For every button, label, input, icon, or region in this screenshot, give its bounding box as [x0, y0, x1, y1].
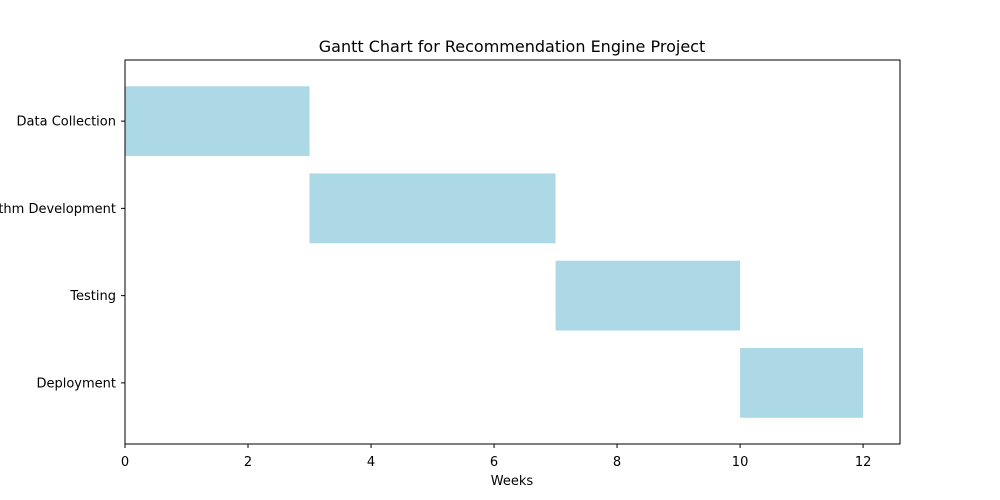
bar-data-collection: [125, 86, 310, 157]
x-axis-label: Weeks: [491, 474, 534, 489]
y-tick-label: Testing: [69, 289, 116, 304]
plot-frame: [124, 59, 901, 445]
x-axis: 0 2 4 6 8 10 12: [121, 444, 872, 470]
bar-testing: [555, 260, 741, 331]
y-tick-label: Algorithm Development: [0, 202, 116, 217]
chart-title: Gantt Chart for Recommendation Engine Pr…: [319, 37, 705, 56]
bar-algorithm-development: [309, 173, 556, 244]
x-tick-label: 10: [732, 455, 749, 470]
y-tick-label: Deployment: [36, 376, 116, 391]
x-tick-label: 8: [613, 455, 621, 470]
x-tick-label: 6: [490, 455, 498, 470]
x-tick-label: 2: [244, 455, 252, 470]
bars-group: [125, 86, 864, 418]
y-tick-label: Data Collection: [17, 115, 116, 130]
bar-deployment: [740, 347, 864, 418]
x-tick-label: 0: [121, 455, 129, 470]
x-tick-label: 4: [367, 455, 375, 470]
y-axis: Data Collection Algorithm Development Test…: [0, 115, 125, 391]
x-tick-label: 12: [855, 455, 872, 470]
